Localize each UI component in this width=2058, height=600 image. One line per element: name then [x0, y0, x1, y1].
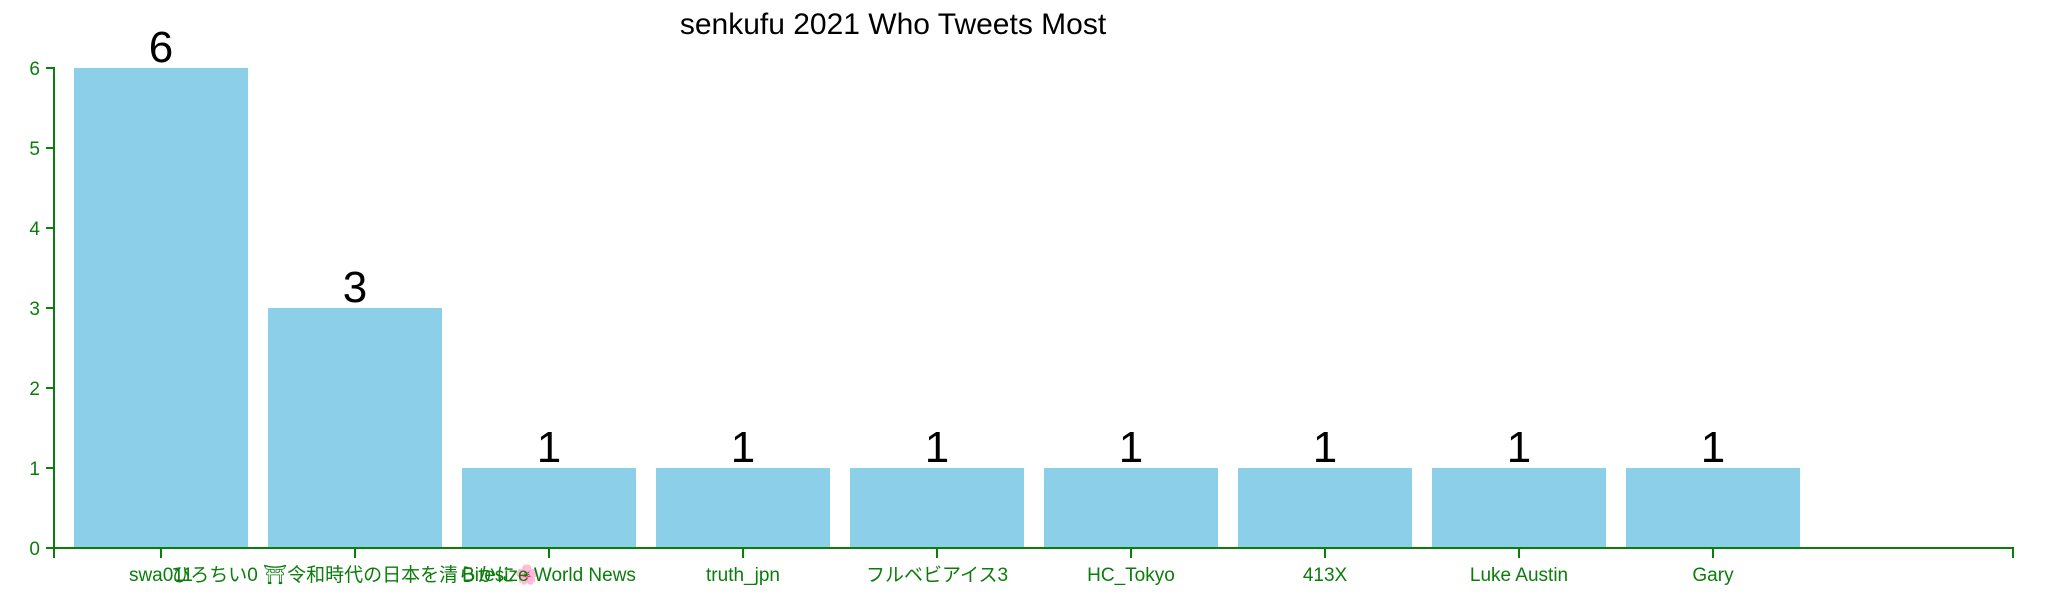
- chart-title: senkufu 2021 Who Tweets Most: [680, 8, 1107, 41]
- bar-value-label: 1: [1119, 423, 1143, 472]
- bar-value-label: 1: [1701, 423, 1725, 472]
- x-tick-label: Gary: [1692, 565, 1734, 586]
- y-tick-label: 1: [29, 459, 40, 480]
- bar-value-label: 1: [537, 423, 561, 472]
- y-tick-label: 0: [29, 539, 40, 560]
- bar: [850, 468, 1024, 548]
- x-tick-label: フルベビアイス3: [866, 564, 1008, 586]
- bar: [1044, 468, 1218, 548]
- bar-value-label: 1: [925, 423, 949, 472]
- y-tick-label: 2: [29, 379, 40, 400]
- bar: [462, 468, 636, 548]
- x-tick-label: swa011: [129, 565, 193, 586]
- bar-value-label: 1: [1313, 423, 1337, 472]
- bar: [268, 308, 442, 548]
- x-tick-label: ひろちい0 ⛩令和時代の日本を清らかに🌸: [171, 563, 539, 586]
- x-tick-label: Bitesize World News: [462, 565, 636, 586]
- bar: [1432, 468, 1606, 548]
- bars-group: 6 3 1 1 1 1 1 1 1: [74, 23, 1800, 548]
- bar: [656, 468, 830, 548]
- y-tick-label: 6: [29, 59, 40, 80]
- y-tick-label: 4: [29, 219, 40, 240]
- x-tick-label: Luke Austin: [1470, 565, 1568, 586]
- y-tick-label: 5: [29, 139, 40, 160]
- y-axis: 0 1 2 3 4 5 6: [29, 59, 55, 560]
- x-tick-label: truth_jpn: [706, 565, 780, 586]
- bar-value-label: 1: [731, 423, 755, 472]
- bar-value-label: 6: [149, 23, 173, 72]
- x-tick-label: HC_Tokyo: [1087, 565, 1175, 586]
- bar: [74, 68, 248, 548]
- bar: [1626, 468, 1800, 548]
- bar-value-label: 3: [343, 263, 367, 312]
- bar-value-label: 1: [1507, 423, 1531, 472]
- y-tick-label: 3: [29, 299, 40, 320]
- bar: [1238, 468, 1412, 548]
- x-tick-label: 413X: [1303, 565, 1348, 586]
- x-axis-line: [53, 547, 2014, 558]
